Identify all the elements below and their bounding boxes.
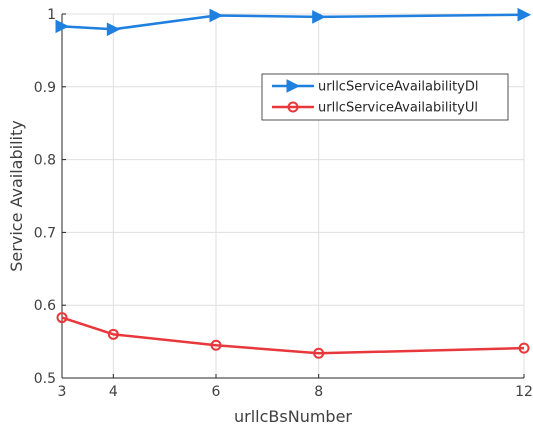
y-tick-label: 0.5 <box>34 371 56 387</box>
data-point <box>209 8 224 23</box>
y-tick-label: 0.8 <box>34 153 56 169</box>
plot-area <box>62 14 524 378</box>
data-point <box>107 328 119 340</box>
series-layer <box>55 7 532 359</box>
legend-entry-ul: urllcServiceAvailabilityUl <box>272 101 478 116</box>
legend-marker <box>286 79 301 93</box>
y-tick-label: 1 <box>47 7 56 23</box>
y-axis-label: Service Availability <box>7 120 26 271</box>
series-dl <box>55 7 532 37</box>
data-point <box>517 7 532 22</box>
data-point <box>312 10 326 24</box>
data-point <box>56 312 68 324</box>
legend-box <box>261 73 509 121</box>
data-point <box>55 19 70 34</box>
legend-entry-dl: urllcServiceAvailabilityDl <box>272 79 478 95</box>
data-point <box>210 339 222 351</box>
tick-labels: 3 4 6 8 12 0.5 0.6 0.7 0.8 0.9 1 <box>34 7 533 400</box>
x-tick-label: 8 <box>314 384 323 400</box>
axes <box>61 13 525 379</box>
x-axis-label: urllcBsNumber <box>234 407 352 426</box>
x-tick-label: 6 <box>212 384 221 400</box>
data-point <box>518 342 530 354</box>
y-tick-label: 0.9 <box>34 80 56 96</box>
x-tick-label: 4 <box>109 384 118 400</box>
legend-label-dl: urllcServiceAvailabilityDl <box>318 80 478 95</box>
series-line <box>61 316 525 355</box>
legend-label-ul: urllcServiceAvailabilityUl <box>318 101 478 116</box>
legend-marker <box>287 101 299 113</box>
series-ul <box>56 312 530 359</box>
x-tick-label: 12 <box>515 384 533 400</box>
data-point <box>106 22 121 37</box>
x-tick-label: 3 <box>58 384 67 400</box>
y-tick-label: 0.6 <box>34 298 56 314</box>
data-point <box>313 347 325 359</box>
legend: urllcServiceAvailabilityDl urllcServiceA… <box>261 73 509 121</box>
plot-background <box>62 14 524 378</box>
y-tick-label: 0.7 <box>34 225 56 241</box>
